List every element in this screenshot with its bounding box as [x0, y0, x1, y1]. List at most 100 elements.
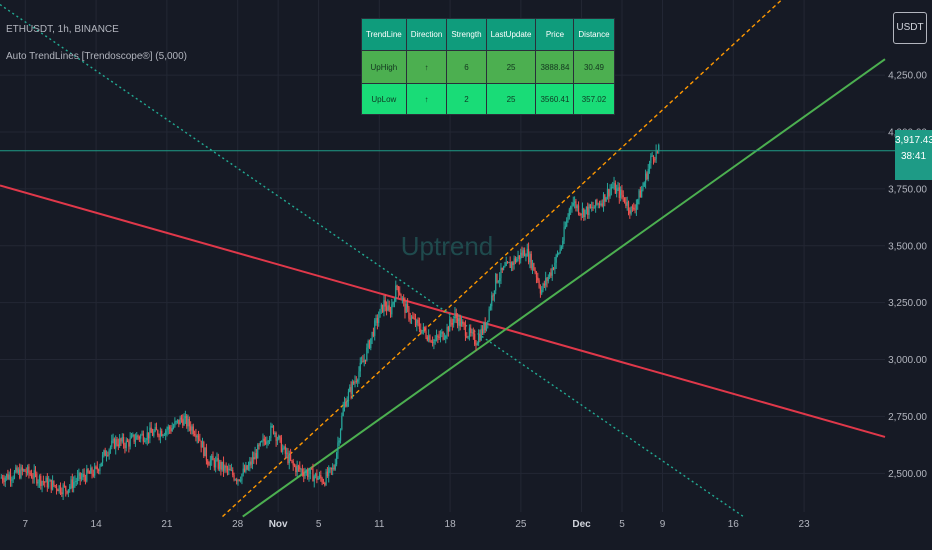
candle-body — [258, 444, 260, 446]
candle-body — [321, 478, 323, 483]
candle-body — [513, 258, 515, 266]
candle-body — [316, 473, 318, 480]
candle-body — [226, 467, 229, 471]
candle-body — [5, 474, 8, 478]
candle-body — [259, 441, 261, 446]
currency-button[interactable]: USDT — [893, 12, 927, 44]
col-header-distance: Distance — [573, 18, 615, 51]
candle-body — [655, 149, 657, 160]
candle-body — [49, 479, 51, 482]
candle-body — [28, 466, 30, 474]
candle-body — [276, 439, 279, 441]
candle-body — [37, 481, 39, 484]
candle-body — [308, 473, 310, 478]
candle-body — [169, 426, 171, 429]
candle-body — [462, 321, 464, 323]
candle-body — [559, 248, 561, 254]
candle-body — [474, 333, 476, 345]
candle-body — [96, 466, 98, 470]
candle-body — [612, 187, 614, 189]
candle-body — [32, 477, 34, 479]
candle-body — [495, 273, 497, 291]
candle-body — [249, 461, 251, 466]
candle-body — [255, 453, 257, 459]
candle-body — [616, 188, 618, 194]
candle-body — [65, 486, 67, 492]
candle-body — [496, 273, 498, 283]
candle-body — [236, 479, 238, 482]
candle-body — [233, 474, 235, 480]
candle-body — [573, 201, 576, 203]
candle-body — [614, 183, 616, 194]
candle-body — [489, 306, 492, 309]
candle-body — [601, 203, 603, 206]
candle-body — [554, 262, 556, 270]
candle-body — [621, 189, 623, 196]
candle-body — [78, 472, 80, 476]
candle-body — [73, 482, 75, 489]
candle-body — [57, 489, 59, 492]
candle-body — [112, 438, 114, 441]
candle-body — [63, 485, 66, 487]
uptrend-watermark: Uptrend — [401, 231, 494, 261]
candle-body — [560, 246, 563, 249]
candle-body — [376, 318, 378, 324]
candle-body — [500, 267, 502, 279]
candle-body — [576, 205, 578, 209]
indicator-label[interactable]: Auto TrendLines [Trendoscope®] (5,000) — [6, 51, 187, 62]
candle-body — [62, 485, 64, 495]
candle-body — [8, 474, 10, 480]
candle-body — [204, 447, 206, 457]
cell-direction: ↑ — [405, 50, 448, 84]
candle-body — [388, 305, 390, 311]
candle-body — [479, 334, 481, 341]
candle-body — [268, 437, 271, 442]
candle-body — [162, 434, 164, 437]
candle-body — [449, 319, 451, 332]
candle-body — [30, 474, 33, 478]
candle-body — [50, 479, 52, 490]
candle-body — [270, 426, 272, 438]
candle-body — [183, 418, 185, 426]
candle-body — [153, 431, 155, 436]
candle-body — [618, 187, 620, 198]
col-header-strength: Strength — [446, 18, 487, 51]
bar-countdown: 38:41 — [900, 151, 927, 162]
candle-body — [287, 452, 289, 464]
candle-body — [596, 199, 598, 205]
x-tick-label: Nov — [269, 519, 288, 530]
candle-body — [458, 317, 460, 326]
candle-body — [95, 466, 97, 468]
candle-body — [439, 333, 442, 338]
candle-body — [545, 278, 547, 286]
candle-body — [80, 476, 83, 479]
candle-body — [587, 206, 589, 216]
candle-body — [128, 441, 130, 447]
candle-body — [527, 248, 530, 263]
candle-body — [568, 209, 570, 217]
candle-body — [547, 276, 549, 282]
y-tick-label: 3,750.00 — [888, 184, 927, 195]
candle-body — [12, 478, 14, 480]
candle-body — [178, 419, 180, 425]
candle-body — [426, 337, 428, 341]
candle-body — [329, 467, 331, 469]
candle-body — [199, 439, 201, 441]
candle-body — [499, 278, 501, 282]
candle-body — [149, 427, 151, 439]
candle-body — [33, 470, 35, 479]
candle-body — [530, 253, 532, 269]
candle-body — [589, 204, 591, 208]
candle-body — [263, 438, 265, 442]
candle-body — [312, 468, 314, 482]
candle-body — [197, 435, 200, 440]
candle-body — [420, 329, 422, 334]
candle-body — [588, 204, 590, 216]
candle-body — [525, 256, 527, 258]
candle-body — [251, 457, 254, 465]
candle-body — [584, 209, 586, 218]
candle-body — [410, 316, 413, 320]
candle-body — [144, 441, 146, 443]
candle-body — [610, 187, 613, 190]
